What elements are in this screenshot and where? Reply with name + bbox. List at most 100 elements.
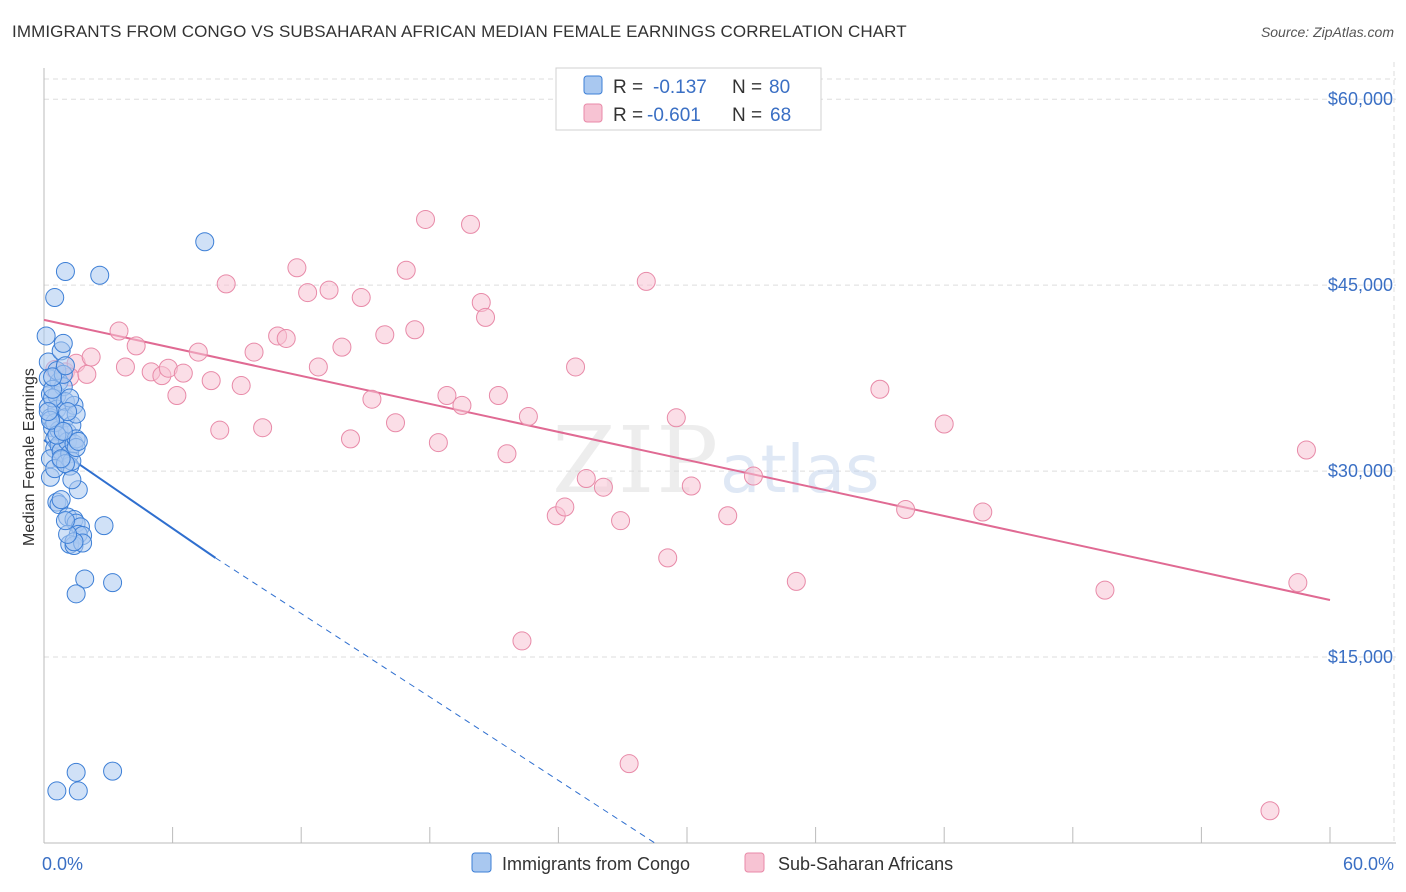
congo-point-0: [36, 326, 56, 346]
congo-point-71: [47, 781, 67, 801]
sub-saharan-point-67: [77, 364, 97, 384]
y-tick-labels: $15,000 $30,000 $45,000 $60,000: [1328, 89, 1393, 667]
legend-r-label-congo: R =: [613, 77, 643, 98]
sub-saharan-point-50: [619, 754, 639, 774]
sub-saharan-point-41: [497, 444, 517, 464]
sub-saharan-point-20: [276, 328, 296, 348]
sub-saharan-point-34: [428, 433, 448, 453]
sub-saharan-point-35: [437, 385, 457, 405]
sub-saharan-point-18: [253, 418, 273, 438]
legend-swatch-congo: [583, 75, 603, 95]
sub-saharan-point-17: [244, 342, 264, 362]
y-tick-label-15000: $15,000: [1328, 647, 1393, 667]
sub-saharan-point-28: [362, 389, 382, 409]
sub-saharan-point-48: [593, 477, 613, 497]
sub-saharan-point-53: [666, 408, 686, 428]
legend-n-label-congo: N =: [732, 77, 762, 98]
chart-title: IMMIGRANTS FROM CONGO VS SUBSAHARAN AFRI…: [12, 22, 907, 41]
sub-saharan-point-12: [188, 342, 208, 362]
sub-saharan-point-47: [576, 469, 596, 489]
congo-point-60: [55, 511, 75, 531]
congo-point-64: [66, 584, 86, 604]
sub-saharan-point-45: [555, 497, 575, 517]
sub-saharan-point-40: [488, 385, 508, 405]
legend-n-label-sub-saharan: N =: [732, 105, 762, 126]
congo-point-65: [45, 288, 65, 308]
sub-saharan-point-63: [1260, 801, 1280, 821]
sub-saharan-point-30: [386, 413, 406, 433]
sub-saharan-point-5: [115, 357, 135, 377]
sub-saharan-point-49: [611, 511, 631, 531]
grid-lines: [44, 62, 1396, 843]
sub-saharan-point-24: [319, 280, 339, 300]
congo-point-67: [90, 265, 110, 285]
legend-r-value-congo: -0.137: [653, 77, 707, 98]
y-axis-label: Median Female Earnings: [21, 368, 38, 546]
congo-point-66: [55, 262, 75, 282]
trend-lines: [43, 318, 1331, 844]
congo-point-77: [55, 356, 75, 376]
congo-point-76: [43, 367, 63, 387]
legend-r-label-sub-saharan: R =: [613, 105, 643, 126]
congo-point-73: [51, 449, 71, 469]
sub-saharan-point-27: [351, 288, 371, 308]
sub-saharan-point-16: [231, 376, 251, 396]
congo-point-47: [51, 490, 71, 510]
sub-saharan-point-22: [298, 283, 318, 303]
y-tick-label-30000: $30,000: [1328, 461, 1393, 481]
sub-saharan-point-3: [81, 347, 101, 367]
stats-legend: R = -0.137 N = 80 R = -0.601 N = 68: [555, 67, 822, 131]
source-credit: Source: ZipAtlas.com: [1260, 24, 1394, 40]
sub-saharan-point-10: [167, 385, 187, 405]
congo-point-79: [53, 421, 73, 441]
sub-saharan-point-23: [308, 357, 328, 377]
sub-saharan-point-21: [287, 258, 307, 278]
x-tick-label-max: 60.0%: [1343, 854, 1394, 874]
sub-saharan-point-64: [1288, 573, 1308, 593]
series-congo-points: [36, 232, 215, 801]
sub-saharan-point-60: [934, 414, 954, 434]
sub-saharan-point-14: [210, 420, 230, 440]
series-legend-swatch-sub-saharan: [744, 852, 765, 873]
series-legend: Immigrants from Congo Sub-Saharan Africa…: [471, 852, 953, 874]
sub-saharan-point-59: [896, 500, 916, 520]
congo-point-43: [68, 431, 88, 451]
series-legend-swatch-congo: [471, 852, 492, 873]
sub-saharan-point-52: [658, 548, 678, 568]
y-tick-label-45000: $45,000: [1328, 275, 1393, 295]
congo-point-70: [103, 761, 123, 781]
sub-saharan-point-15: [216, 274, 236, 294]
congo-trend-extension: [215, 557, 656, 844]
series-legend-label-congo: Immigrants from Congo: [502, 854, 690, 874]
congo-point-68: [195, 232, 215, 252]
sub-saharan-point-4: [109, 321, 129, 341]
congo-point-75: [38, 402, 58, 422]
sub-saharan-point-26: [340, 429, 360, 449]
congo-point-61: [94, 516, 114, 536]
series-legend-label-sub-saharan: Sub-Saharan Africans: [778, 854, 953, 874]
congo-point-72: [68, 781, 88, 801]
y-tick-label-60000: $60,000: [1328, 89, 1393, 109]
legend-n-value-congo: 80: [769, 77, 790, 98]
sub-saharan-point-29: [375, 325, 395, 345]
sub-saharan-point-6: [126, 336, 146, 356]
watermark-zip: ZIP: [552, 407, 720, 514]
sub-saharan-point-58: [870, 379, 890, 399]
sub-saharan-point-54: [681, 476, 701, 496]
series-sub-saharan-points: [45, 209, 1316, 821]
sub-saharan-point-51: [636, 271, 656, 291]
x-tick-labels: 0.0% 60.0%: [42, 854, 1394, 874]
legend-swatch-sub-saharan: [583, 103, 603, 123]
sub-saharan-point-42: [518, 407, 538, 427]
sub-saharan-point-43: [512, 631, 532, 651]
sub-saharan-point-25: [332, 337, 352, 357]
congo-point-19: [53, 333, 73, 353]
sub-saharan-point-33: [416, 209, 436, 229]
sub-saharan-point-31: [396, 260, 416, 280]
congo-point-74: [62, 470, 82, 490]
sub-saharan-point-56: [743, 466, 763, 486]
sub-saharan-point-57: [786, 571, 806, 591]
sub-saharan-point-36: [452, 395, 472, 415]
legend-n-value-sub-saharan: 68: [770, 105, 791, 126]
